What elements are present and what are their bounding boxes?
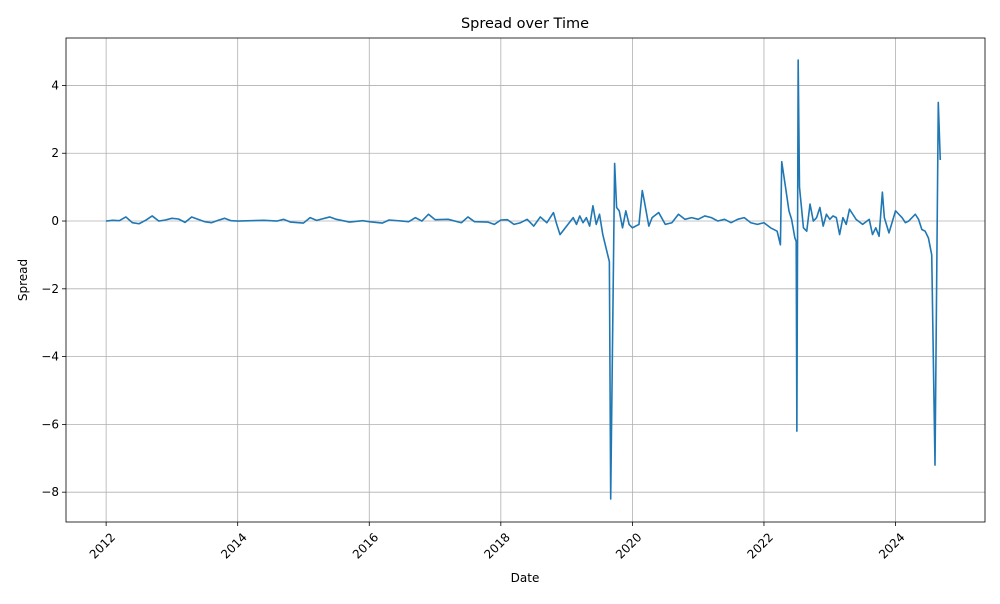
y-tick-label: −4 [41, 350, 59, 364]
x-axis-label: Date [511, 571, 540, 585]
y-tick-label: 0 [51, 214, 59, 228]
plot-frame [65, 37, 986, 523]
y-tick-label: −6 [41, 417, 59, 431]
y-tick-label: 4 [51, 78, 59, 92]
y-tick-label: −8 [41, 485, 59, 499]
y-tick-label: −2 [41, 282, 59, 296]
chart-title: Spread over Time [461, 16, 589, 32]
y-tick-label: 2 [51, 146, 59, 160]
y-axis-label: Spread [16, 259, 30, 301]
line-series [106, 59, 942, 500]
